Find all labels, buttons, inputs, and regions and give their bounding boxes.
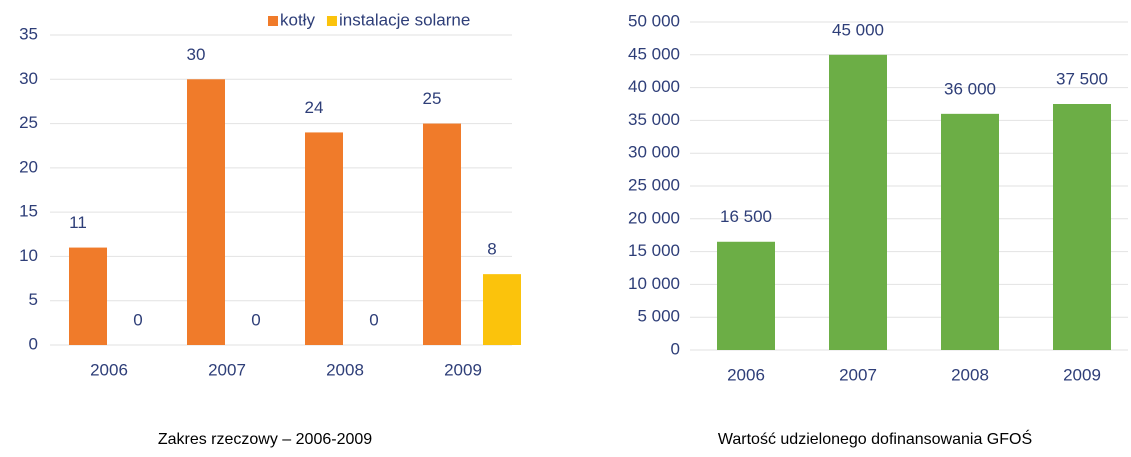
y-tick-label: 5 000: [637, 307, 680, 326]
y-tick-label: 15: [19, 202, 38, 221]
legend-swatch: [268, 16, 278, 26]
legend-swatch: [326, 16, 337, 26]
y-tick-label: 5: [29, 290, 38, 309]
legend-label: instalacje solarne: [339, 10, 470, 29]
data-label: 45 000: [832, 20, 884, 39]
y-tick-label: 25 000: [628, 175, 680, 194]
bar: [305, 132, 343, 345]
data-label: 11: [69, 213, 87, 232]
y-tick-label: 30 000: [628, 143, 680, 162]
legend-label: kotły: [280, 10, 315, 29]
y-tick-label: 40 000: [628, 77, 680, 96]
data-label: 16 500: [720, 207, 772, 226]
data-label: 8: [487, 240, 496, 259]
y-tick-label: 35: [19, 24, 38, 43]
data-label: 0: [251, 310, 260, 329]
y-tick-label: 20 000: [628, 208, 680, 227]
y-tick-label: 15 000: [628, 241, 680, 260]
bar: [717, 241, 775, 350]
x-tick-label: 2008: [951, 365, 989, 384]
data-label: 24: [305, 98, 324, 117]
y-tick-label: 0: [29, 334, 38, 353]
y-tick-label: 25: [19, 113, 38, 132]
y-tick-label: 10 000: [628, 274, 680, 293]
bar: [69, 247, 107, 345]
x-tick-label: 2009: [1063, 365, 1101, 384]
bar: [423, 123, 461, 345]
x-tick-label: 2008: [326, 360, 364, 379]
bar: [829, 54, 887, 351]
y-tick-label: 45 000: [628, 44, 680, 63]
bar: [483, 274, 521, 345]
bar: [1053, 104, 1111, 350]
x-tick-label: 2009: [444, 360, 482, 379]
x-tick-label: 2006: [727, 365, 765, 384]
bar: [187, 79, 225, 346]
data-label: 0: [133, 310, 142, 329]
chart-caption: Wartość udzielonego dofinansowania GFOŚ: [718, 429, 1032, 448]
data-label: 25: [423, 89, 442, 108]
x-tick-label: 2007: [839, 365, 877, 384]
y-tick-label: 30: [19, 69, 38, 88]
bar: [941, 113, 999, 350]
y-tick-label: 50 000: [628, 11, 680, 30]
y-tick-label: 35 000: [628, 110, 680, 129]
y-tick-label: 20: [19, 157, 38, 176]
y-tick-label: 10: [19, 246, 38, 265]
x-tick-label: 2007: [208, 360, 246, 379]
x-tick-label: 2006: [90, 360, 128, 379]
data-label: 0: [369, 310, 378, 329]
data-label: 37 500: [1056, 69, 1108, 88]
data-label: 36 000: [944, 79, 996, 98]
y-tick-label: 0: [671, 339, 680, 358]
data-label: 30: [187, 45, 206, 64]
chart-caption: Zakres rzeczowy – 2006-2009: [158, 431, 372, 448]
